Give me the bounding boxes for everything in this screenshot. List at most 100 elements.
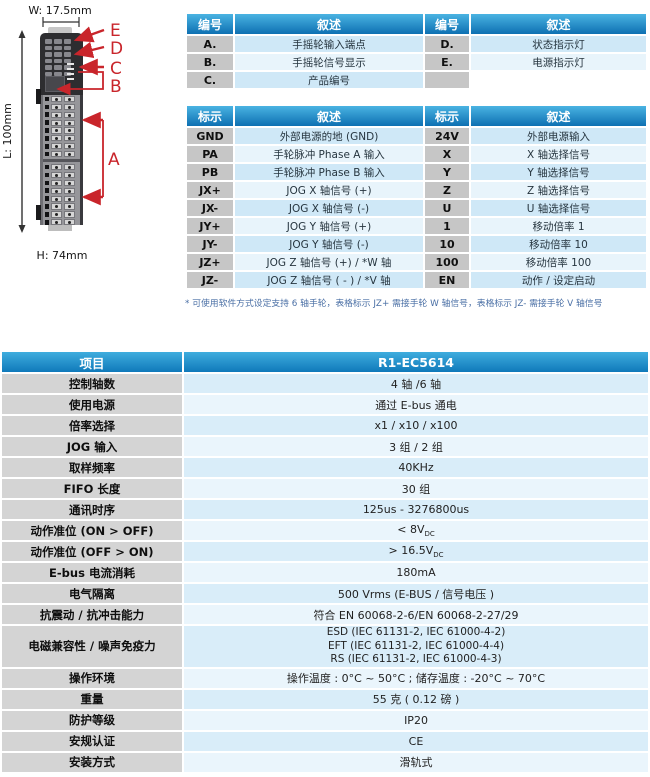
top-section: W: 17.5mm L: 100mm H: 74mm E D C B A [0,0,650,348]
pin-code: JZ- [187,272,233,288]
terminal-notch [45,164,49,170]
terminal-notch [45,128,49,133]
spec-value-text: 40KHz [398,461,434,474]
terminal-slot [51,111,62,118]
spec-row: 使用电源 通过 E-bus 通电 [2,395,648,414]
spec-value-text: 操作温度 : 0°C ~ 50°C ; 储存温度 : -20°C ~ 70°C [286,672,546,685]
led-slot [54,45,62,50]
terminal-slot [64,135,75,142]
table-row: PB 手轮脉冲 Phase B 输入 Y Y 轴选择信号 [187,164,646,180]
terminal-notch [45,204,49,209]
led-slot [45,45,53,50]
terminal-slot [64,95,75,103]
spec-value-text: 30 组 [401,482,431,496]
terminal-notch [45,104,49,110]
callout-d: D [110,39,123,59]
terminal-slot [51,143,62,150]
pin-description: JOG Z 轴信号 ( - ) / *V 轴 [235,272,423,288]
terminal-slot [64,203,75,210]
pin-code: Y [425,164,469,180]
spec-row: 抗震动 / 抗冲击能力 符合 EN 60068-2-6/EN 60068-2-27… [2,605,648,624]
terminal-block [40,95,83,226]
spec-item-label: 使用电源 [2,395,182,414]
terminal-slot [51,203,62,210]
spec-item-value: IP20 [184,710,648,730]
led-slot [54,39,62,44]
pin-code: JY+ [187,218,233,234]
code-header: 标示 [425,106,469,126]
dim-width-label: W: 17.5mm [28,4,91,17]
pin-description: Z 轴选择信号 [471,182,646,198]
spec-value-text: 55 克 ( 0.12 磅 ) [372,693,460,706]
spec-value-text: < 8V [397,522,425,536]
spec-item-value: < 8VDC [184,521,648,540]
led-slot [54,58,62,63]
pin-description: 移动倍率 100 [471,254,646,270]
table-row: PA 手轮脉冲 Phase A 输入 X X 轴选择信号 [187,146,646,162]
terminal-notch [45,96,49,102]
table-row: JZ+ JOG Z 轴信号 (+) / *W 轴 100 移动倍率 100 [187,254,646,270]
callout-a: A [108,150,120,170]
pin-code: U [425,200,469,216]
signal-table-footnote: * 可使用软件方式设定支持 6 轴手轮，表格标示 JZ+ 需接手轮 W 轴信号，… [185,299,603,309]
spec-row: 通讯时序 125us - 3276800us [2,500,648,519]
dim-length-label: L: 100mm [1,103,14,159]
spec-row: 动作准位 (OFF > ON) > 16.5VDC [2,542,648,561]
table-row: JX- JOG X 轴信号 (-) U U 轴选择信号 [187,200,646,216]
terminal-notch [45,180,49,186]
signal-header-row: 标示 叙述 标示 叙述 [187,106,646,126]
module-bottom-tab [48,225,72,231]
pin-description: 手轮脉冲 Phase B 输入 [235,164,423,180]
pin-code: JX+ [187,182,233,198]
terminal-row [43,95,80,103]
side-latch [36,89,41,104]
pin-description: JOG X 轴信号 (-) [235,200,423,216]
spec-item-label: 倍率选择 [2,416,182,435]
terminal-row [43,187,80,195]
spec-item-value: 滑轨式 [184,752,648,772]
pin-code: D. [425,36,469,52]
table-row: JZ- JOG Z 轴信号 ( - ) / *V 轴 EN 动作 / 设定启动 [187,272,646,288]
terminal-slot [51,163,62,171]
terminal-notch [45,196,49,201]
terminal-row [43,218,80,226]
table-row: B. 手摇轮信号显示 E. 电源指示灯 [187,54,646,70]
spec-item-value: 符合 EN 60068-2-6/EN 60068-2-27/29 [184,605,648,624]
pin-description: JOG Y 轴信号 (-) [235,236,423,252]
terminal-slot [64,163,75,171]
spec-row: JOG 输入 3 组 / 2 组 [2,437,648,456]
pin-code: Z [425,182,469,198]
spec-item-label: 安规认证 [2,731,182,751]
spec-value-text: IP20 [404,713,428,727]
terminal-row [43,171,80,179]
spec-header-row: 项目 R1-EC5614 [2,352,648,372]
pin-code: 100 [425,254,469,270]
pin-description: 移动倍率 1 [471,218,646,234]
spec-item-label: 电气隔离 [2,584,182,603]
terminal-slot [64,103,75,110]
terminal-row [43,210,80,218]
terminal-slot [51,219,62,226]
spec-value-text: 4 轴 /6 轴 [390,377,442,391]
terminal-notch [45,144,49,149]
pin-code: C. [187,72,233,88]
pin-code: 10 [425,236,469,252]
spec-value-subscript: DC [424,530,435,539]
table-row: JX+ JOG X 轴信号 (+) Z Z 轴选择信号 [187,182,646,198]
spec-value-subscript: DC [433,551,444,560]
spec-value-line: EFT (IEC 61131-2, IEC 61000-4-4) [327,639,505,652]
terminal-slot [64,151,75,158]
module-top-tab [48,27,72,34]
terminal-slot [64,195,75,202]
spec-row: 倍率选择 x1 / x10 / x100 [2,416,648,435]
callout-e: E [110,21,121,41]
terminal-split [43,159,80,163]
callout-c: C [110,59,122,79]
spec-item-label: 通讯时序 [2,500,182,519]
side-latch [36,205,41,220]
terminal-slot [51,171,62,179]
pin-code: 24V [425,128,469,144]
spec-table: 项目 R1-EC5614 控制轴数 4 轴 /6 轴使用电源 通过 E-bus 通电… [0,350,650,774]
spec-item-value: 500 Vrms (E-BUS / 信号电压 ) [184,584,648,603]
spec-item-value: x1 / x10 / x100 [184,416,648,435]
